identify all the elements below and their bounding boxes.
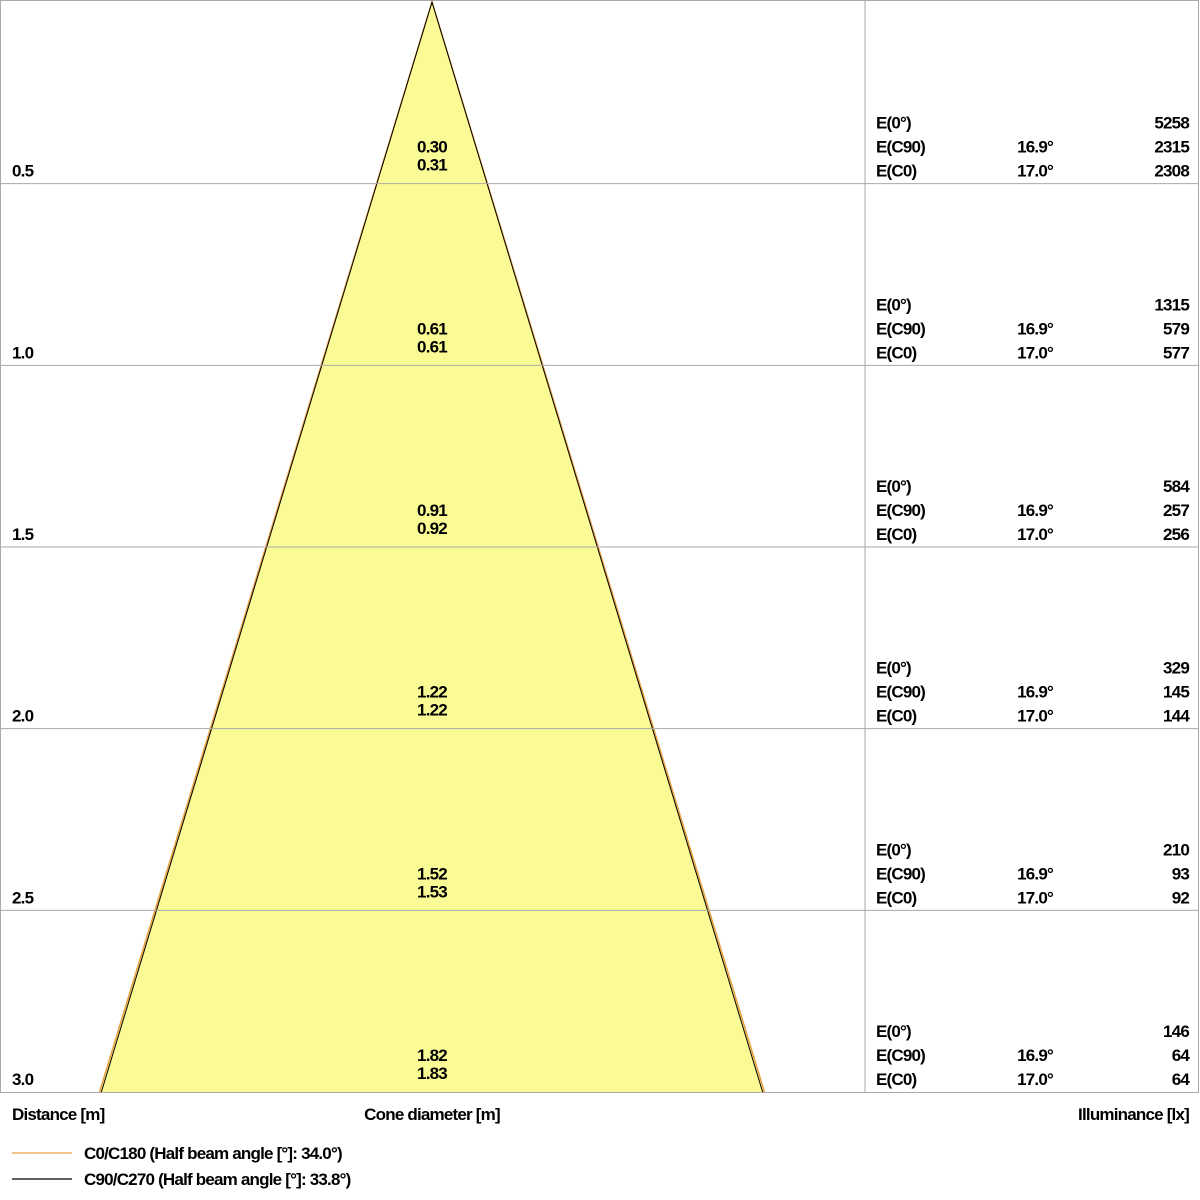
diameter-c0: 0.31 [417, 156, 447, 175]
illuminance-row-label: E(C0) [876, 525, 917, 544]
illuminance-row-label: E(0°) [876, 477, 911, 496]
illuminance-value: 5258 [1154, 114, 1189, 133]
illuminance-value: 579 [1163, 319, 1189, 338]
illuminance-row-label: E(C0) [876, 888, 917, 907]
illuminance-row-label: E(C0) [876, 343, 917, 362]
diameter-c0: 0.92 [417, 519, 447, 538]
angle-label: 16.9° [1017, 501, 1054, 520]
illuminance-value: 210 [1163, 840, 1189, 859]
diameter-c0: 0.61 [417, 337, 447, 356]
angle-label: 16.9° [1017, 138, 1054, 157]
illuminance-value: 64 [1172, 1046, 1191, 1065]
distance-label: 3.0 [12, 1070, 34, 1089]
distance-label: 1.0 [12, 343, 34, 362]
angle-label: 16.9° [1017, 1046, 1054, 1065]
legend-label: C0/C180 (Half beam angle [°]: 34.0°) [84, 1144, 342, 1163]
illuminance-value: 2308 [1154, 162, 1189, 181]
distance-label: 0.5 [12, 162, 34, 181]
angle-label: 16.9° [1017, 319, 1054, 338]
diameter-c0: 1.83 [417, 1064, 447, 1083]
distance-label: 2.0 [12, 707, 34, 726]
distance-label: 2.5 [12, 888, 34, 907]
illuminance-row-label: E(0°) [876, 114, 911, 133]
illuminance-value: 146 [1163, 1022, 1189, 1041]
illuminance-value: 64 [1172, 1070, 1191, 1089]
illuminance-value: 145 [1163, 683, 1189, 702]
illuminance-row-label: E(C0) [876, 707, 917, 726]
illuminance-row-label: E(C90) [876, 138, 925, 157]
illuminance-value: 2315 [1154, 138, 1189, 157]
right-label: Illuminance [lx] [1078, 1105, 1189, 1124]
diameter-c90: 0.30 [417, 138, 447, 157]
illuminance-value: 92 [1172, 888, 1190, 907]
illuminance-row-label: E(C0) [876, 162, 917, 181]
illuminance-row-label: E(C90) [876, 501, 925, 520]
diameter-c90: 1.22 [417, 683, 447, 702]
illuminance-row-label: E(0°) [876, 295, 911, 314]
illuminance-row-label: E(C90) [876, 1046, 925, 1065]
illuminance-value: 93 [1172, 864, 1190, 883]
illuminance-value: 257 [1163, 501, 1189, 520]
diameter-c0: 1.22 [417, 701, 447, 720]
legend-label: C90/C270 (Half beam angle [°]: 33.8°) [84, 1170, 351, 1189]
angle-label: 17.0° [1017, 525, 1054, 544]
illuminance-row-label: E(C90) [876, 319, 925, 338]
distance-label: 1.5 [12, 525, 34, 544]
diameter-c0: 1.53 [417, 882, 447, 901]
illuminance-row-label: E(0°) [876, 840, 911, 859]
illuminance-value: 329 [1163, 659, 1189, 678]
illuminance-value: 577 [1163, 343, 1189, 362]
center-label: Cone diameter [m] [364, 1105, 500, 1124]
angle-label: 17.0° [1017, 888, 1054, 907]
diameter-c90: 1.52 [417, 864, 447, 883]
diameter-c90: 0.91 [417, 501, 447, 520]
diameter-c90: 0.61 [417, 319, 447, 338]
angle-label: 17.0° [1017, 1070, 1054, 1089]
illuminance-row-label: E(0°) [876, 1022, 911, 1041]
angle-label: 17.0° [1017, 343, 1054, 362]
illuminance-row-label: E(0°) [876, 659, 911, 678]
illuminance-value: 1315 [1154, 295, 1189, 314]
angle-label: 16.9° [1017, 683, 1054, 702]
angle-label: 17.0° [1017, 162, 1054, 181]
illuminance-value: 144 [1163, 707, 1190, 726]
illuminance-row-label: E(C90) [876, 864, 925, 883]
diameter-c90: 1.82 [417, 1046, 447, 1065]
angle-label: 16.9° [1017, 864, 1054, 883]
x-label: Distance [m] [12, 1105, 105, 1124]
illuminance-value: 584 [1163, 477, 1190, 496]
illuminance-value: 256 [1163, 525, 1189, 544]
illuminance-row-label: E(C90) [876, 683, 925, 702]
illuminance-row-label: E(C0) [876, 1070, 917, 1089]
angle-label: 17.0° [1017, 707, 1054, 726]
